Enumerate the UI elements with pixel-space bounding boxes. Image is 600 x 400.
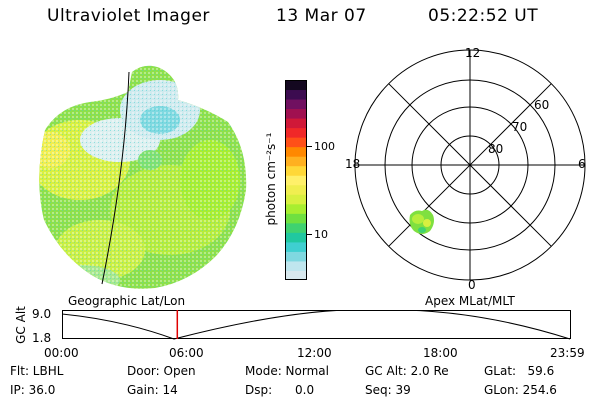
- colorbar-segment: [285, 270, 307, 280]
- glon-value: GLon: 254.6: [484, 383, 557, 397]
- mlat-ring-label-60: 60: [534, 98, 550, 112]
- gc-alt-value: GC Alt: 2.0 Re: [365, 364, 449, 378]
- colorbar-frame: [285, 80, 307, 280]
- colorbar-segment: [285, 213, 307, 224]
- altitude-curve: [62, 310, 571, 340]
- colorbar-segment: [285, 184, 307, 195]
- image-date: 13 Mar 07: [276, 6, 367, 26]
- time-tick-0000: 00:00: [44, 346, 79, 360]
- seq-value: Seq: 39: [365, 383, 411, 397]
- colorbar-segment: [285, 241, 307, 252]
- gc-alt-high: 9.0: [32, 307, 52, 321]
- time-tick-0600: 06:00: [169, 346, 204, 360]
- mlat-ring-label-80: 80: [488, 142, 504, 156]
- colorbar-segment: [285, 156, 307, 167]
- mlt-label-6: 6: [578, 157, 586, 171]
- dsp-value: Dsp: 0.0: [245, 383, 315, 397]
- colorbar-segment: [285, 99, 307, 110]
- colorbar-segment: [285, 232, 307, 243]
- colorbar-segment: [285, 127, 307, 138]
- colorbar-segment: [285, 80, 307, 91]
- colorbar-unit-label: photon cm⁻²s⁻¹: [264, 132, 278, 226]
- mode-value: Mode: Normal: [245, 364, 329, 378]
- filter-value: Flt: LBHL: [10, 364, 64, 378]
- color-scale-bar: [285, 80, 307, 280]
- mlt-label-0: 0: [468, 278, 476, 292]
- mlat-ring-label-70: 70: [512, 120, 528, 134]
- colorbar-segment: [285, 260, 307, 271]
- colorbar-tick-10: 10: [314, 228, 328, 241]
- terminator-line: [101, 71, 130, 285]
- gain-value: Gain: 14: [127, 383, 178, 397]
- ip-value: IP: 36.0: [10, 383, 56, 397]
- door-value: Door: Open: [127, 364, 196, 378]
- mlt-label-12: 12: [465, 46, 481, 60]
- gc-alt-low: 1.8: [32, 331, 52, 345]
- time-tick-1200: 12:00: [297, 346, 332, 360]
- colorbar-segment: [285, 89, 307, 100]
- glat-value: GLat: 59.6: [484, 364, 555, 378]
- image-time: 05:22:52 UT: [428, 6, 539, 26]
- app-title: Ultraviolet Imager: [47, 6, 210, 26]
- colorbar-segment: [285, 194, 307, 205]
- colorbar-segment: [285, 203, 307, 214]
- time-tick-2359: 23:59: [550, 346, 585, 360]
- geographic-caption: Geographic Lat/Lon: [68, 294, 186, 308]
- colorbar-segment: [285, 251, 307, 262]
- gc-alt-axis-title: GC Alt: [14, 306, 28, 344]
- colorbar-segment: [285, 118, 307, 129]
- mlt-label-18: 18: [345, 157, 361, 171]
- colorbar-tick: [307, 234, 312, 235]
- colorbar-tick: [307, 146, 312, 147]
- colorbar-tick-100: 100: [314, 140, 335, 153]
- apex-caption: Apex MLat/MLT: [425, 294, 515, 308]
- colorbar-segment: [285, 137, 307, 148]
- colorbar-segment: [285, 146, 307, 157]
- colorbar-segment: [285, 175, 307, 186]
- auroral-emission-patch: [409, 209, 434, 234]
- orbit-altitude-timeline: [62, 310, 571, 340]
- polar-mlt-plot: [354, 49, 586, 281]
- uv-earth-image: [39, 65, 247, 289]
- time-tick-1800: 18:00: [423, 346, 458, 360]
- colorbar-segment: [285, 222, 307, 233]
- colorbar-segment: [285, 108, 307, 119]
- colorbar-segment: [285, 165, 307, 176]
